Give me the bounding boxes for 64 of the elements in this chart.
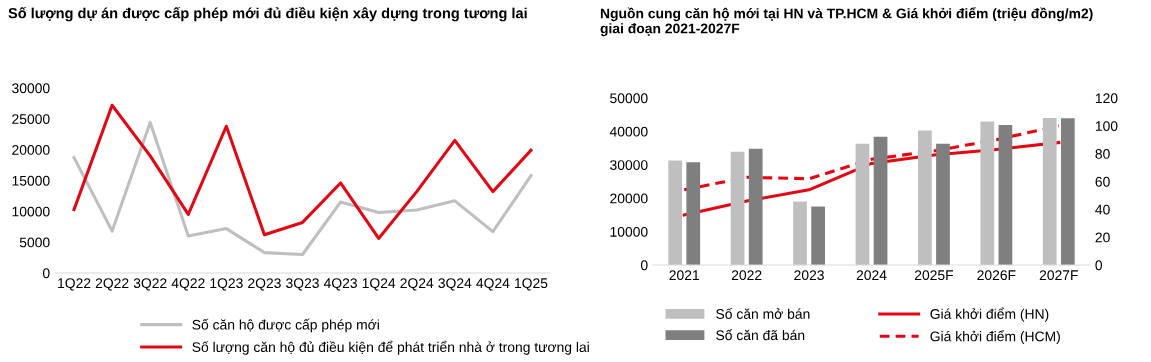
x-tick-label: 2024 [856,270,887,281]
x-tick-label: 1Q24 [362,278,396,291]
chart-title: Số lượng dự án được cấp phép mới đủ điều kiện xây dựng trong tương lai [8,7,527,22]
y-tick-label: 0 [42,268,50,279]
y-tick-label: 5000 [19,237,50,248]
y-tick-label: 30000 [610,160,648,170]
x-tick-label: 1Q25 [515,278,548,291]
legend-label: Số lượng căn hộ đủ điều kiện để phát triển nhà ở trong tương lai [192,340,589,355]
bar [1060,118,1075,265]
bar [811,206,825,265]
y2-tick-label: 0 [1095,260,1103,271]
line-series [72,121,533,257]
x-tick-label: 2027F [1039,270,1078,281]
y2-tick-label: 20 [1095,232,1110,243]
bar [855,143,870,265]
x-tick-label: 2Q22 [95,278,129,291]
x-tick-label: 3Q22 [133,278,167,291]
bar [918,130,932,265]
y-tick-label: 20000 [610,193,648,204]
x-tick-label: 1Q22 [58,278,91,291]
bar [936,143,950,265]
y-tick-label: 15000 [12,175,50,186]
legend-label: Giá khởi điểm (HCM) [930,329,1060,345]
legend-label: Số căn hộ được cấp phép mới [192,318,379,333]
bar [748,148,763,265]
y-tick-label: 50000 [610,93,648,104]
x-tick-label: 1Q23 [210,278,243,291]
bar [998,125,1013,265]
y-tick-label: 40000 [609,126,648,137]
line-series [72,103,533,240]
y2-tick-label: 40 [1095,204,1110,215]
x-tick-label: 4Q24 [476,278,510,291]
x-tick-label: 2Q23 [248,278,281,291]
x-tick-label: 2026F [977,270,1016,281]
y-tick-label: 30000 [12,83,50,94]
x-tick-label: 3Q24 [438,278,472,291]
x-tick-label: 4Q23 [323,278,357,291]
y2-tick-label: 80 [1095,149,1110,159]
y-tick-label: 0 [640,260,648,271]
bar [1042,118,1057,265]
legend-label: Giá khởi điểm (HN) [930,307,1049,322]
y2-tick-label: 60 [1095,176,1110,187]
x-tick-label: 2022 [731,270,762,281]
bar [980,121,995,265]
chart-title: Nguồn cung căn hộ mới tại HN và TP.HCM & Giá khởi điểm (triệu đồng/m2) giai đoạn 2021-2027F [600,7,1093,37]
x-tick-label: 2025F [914,270,954,281]
y2-tick-label: 120 [1095,93,1118,104]
bar [668,160,683,265]
y2-tick-label: 100 [1095,121,1118,131]
x-tick-label: 2021 [669,270,699,281]
y-tick-label: 25000 [12,114,50,124]
y-tick-label: 20000 [12,145,50,155]
x-tick-label: 2Q24 [400,278,434,291]
y-tick-label: 10000 [12,206,50,217]
bar [686,162,701,265]
x-tick-label: 4Q22 [171,278,205,291]
x-tick-label: 2023 [794,270,824,281]
legend-label: Số căn mở bán [716,308,810,319]
x-tick-label: 3Q23 [286,278,319,291]
y-tick-label: 10000 [610,226,648,237]
bar [793,201,807,265]
legend-label: Số căn đã bán [716,329,805,341]
bar [873,136,888,265]
bar [730,151,745,265]
